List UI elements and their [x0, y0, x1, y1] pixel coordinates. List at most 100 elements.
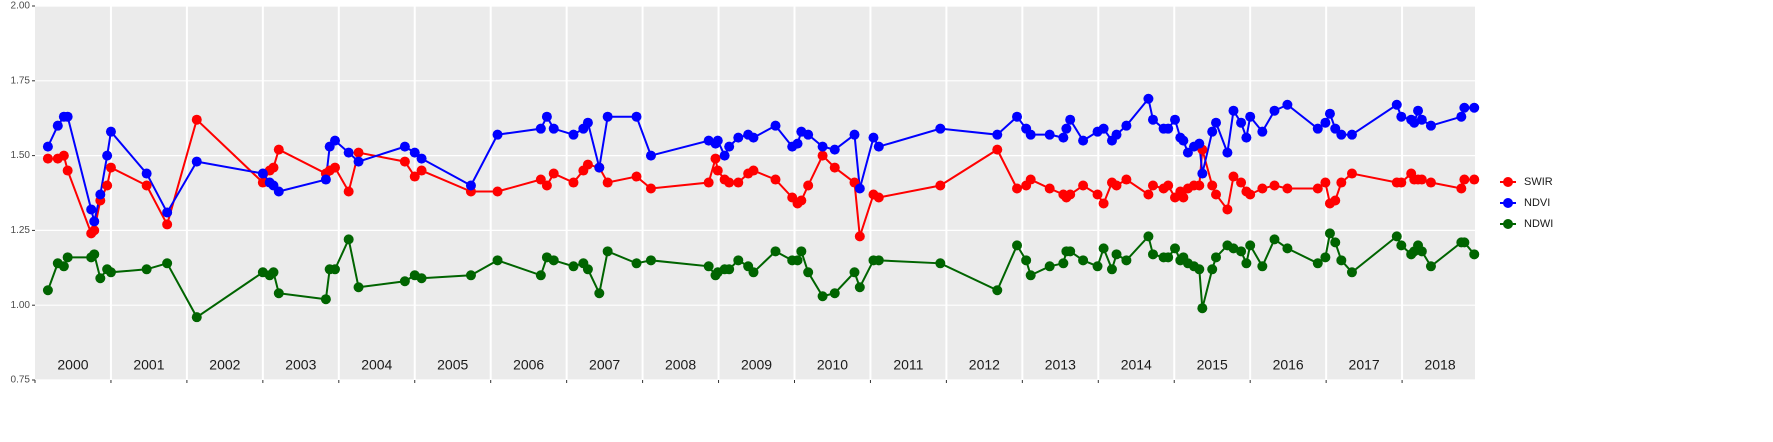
x-tick-label: 2010 — [817, 357, 848, 373]
data-point — [1469, 102, 1480, 113]
data-point — [568, 261, 579, 272]
data-point — [568, 129, 579, 140]
data-point — [1025, 174, 1036, 185]
data-point — [1065, 189, 1076, 200]
data-point — [257, 177, 268, 188]
data-point — [1236, 177, 1247, 188]
data-point — [89, 249, 100, 260]
data-point — [162, 207, 173, 218]
legend-key — [1503, 177, 1513, 187]
data-point — [353, 147, 364, 158]
x-tick-label: 2013 — [1045, 357, 1076, 373]
data-point — [803, 129, 814, 140]
data-point — [719, 150, 730, 161]
data-point — [409, 147, 420, 158]
data-point — [1391, 231, 1402, 242]
data-point — [162, 219, 173, 230]
data-point — [86, 204, 97, 215]
data-point — [1396, 240, 1407, 251]
data-point — [1312, 183, 1323, 194]
data-point — [1106, 264, 1117, 275]
data-point — [1098, 243, 1109, 254]
data-point — [631, 258, 642, 269]
data-point — [645, 255, 656, 266]
data-point — [1111, 180, 1122, 191]
data-point — [1312, 123, 1323, 134]
y-tick-label: 0.75 — [11, 375, 31, 386]
data-point — [1269, 180, 1280, 191]
data-point — [105, 126, 116, 137]
y-tick-label: 1.75 — [11, 75, 31, 86]
data-point — [1147, 249, 1158, 260]
data-point — [330, 162, 340, 173]
data-point — [343, 186, 354, 197]
data-point — [105, 267, 116, 278]
data-point — [710, 153, 721, 164]
data-point — [541, 111, 552, 122]
data-point — [320, 174, 331, 185]
data-point — [849, 267, 860, 278]
data-point — [602, 111, 613, 122]
data-point — [935, 180, 946, 191]
data-point — [631, 171, 642, 182]
data-point — [1163, 123, 1174, 134]
data-point — [102, 180, 113, 191]
data-point — [748, 132, 759, 143]
data-point — [191, 114, 202, 125]
data-point — [1044, 261, 1055, 272]
data-point — [712, 135, 723, 146]
data-point — [1025, 129, 1036, 140]
data-point — [1409, 117, 1420, 128]
data-point — [1228, 243, 1239, 254]
data-point — [1336, 129, 1347, 140]
data-point — [548, 123, 559, 134]
data-point — [1121, 120, 1132, 131]
plot-panel — [35, 6, 1475, 380]
data-point — [1211, 117, 1222, 128]
data-point — [1245, 189, 1256, 200]
data-point — [733, 255, 744, 266]
data-point — [535, 123, 546, 134]
data-point — [409, 171, 420, 182]
data-point — [191, 312, 202, 323]
data-point — [817, 150, 828, 161]
data-point — [1459, 237, 1470, 248]
data-point — [1324, 108, 1335, 119]
data-point — [58, 150, 69, 161]
data-point — [1194, 180, 1205, 191]
data-point — [1222, 204, 1233, 215]
data-point — [1396, 111, 1407, 122]
x-tick-label: 2012 — [969, 357, 1000, 373]
data-point — [602, 246, 613, 257]
x-tick-label: 2003 — [285, 357, 316, 373]
data-point — [62, 165, 73, 176]
data-point — [1269, 105, 1280, 116]
data-point — [1121, 255, 1132, 266]
data-point — [62, 252, 73, 263]
data-point — [141, 168, 152, 179]
data-point — [854, 183, 865, 194]
data-point — [89, 216, 100, 227]
data-point — [95, 189, 106, 200]
data-point — [399, 141, 410, 152]
data-point — [492, 186, 503, 197]
data-point — [1044, 129, 1055, 140]
data-point — [935, 123, 946, 134]
data-point — [1065, 114, 1076, 125]
data-point — [343, 234, 354, 245]
data-point — [703, 177, 714, 188]
data-point — [257, 168, 268, 179]
data-point — [548, 255, 559, 266]
x-tick-label: 2006 — [513, 357, 544, 373]
data-point — [817, 291, 828, 302]
data-point — [854, 282, 865, 293]
data-point — [1194, 264, 1205, 275]
data-point — [568, 177, 579, 188]
data-point — [1459, 102, 1470, 113]
data-point — [645, 183, 656, 194]
data-point — [748, 165, 759, 176]
data-point — [1194, 138, 1205, 149]
data-point — [602, 177, 613, 188]
data-point — [594, 288, 605, 299]
data-point — [1320, 117, 1331, 128]
